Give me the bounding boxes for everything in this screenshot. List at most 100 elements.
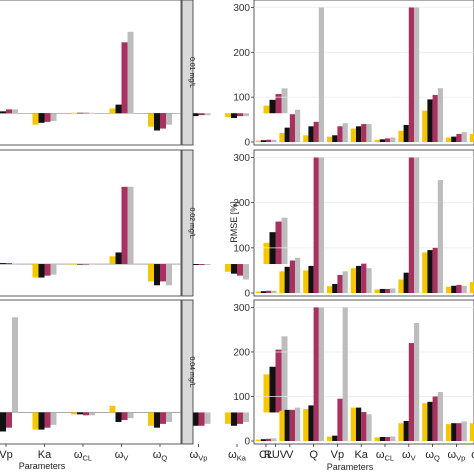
left-facet-2: 0.02 mg/L <box>0 149 288 297</box>
bar-ωVp-series-2 <box>192 412 199 426</box>
bar-Ka-series-1 <box>350 407 356 441</box>
bar-ωQ-series-4 <box>166 264 172 286</box>
bar-ωCL-series-3 <box>83 264 89 265</box>
bar-CL-series-2 <box>260 439 266 441</box>
bar-ωQ-series-1 <box>148 113 154 127</box>
bar-ωKa-series-1 <box>225 264 231 272</box>
bar-ωVp-series-3 <box>198 113 205 116</box>
bar-Ka-series-1 <box>32 412 39 430</box>
bar-ωVp-series-1 <box>446 424 452 441</box>
bar-Ka-series-3 <box>361 124 367 142</box>
bar-ωCL-series-3 <box>385 138 391 142</box>
bar-Ka-series-4 <box>50 113 57 121</box>
bar-ωKa-series-4 <box>243 113 249 117</box>
bar-Ka-series-4 <box>50 264 57 275</box>
bar-ωCL-series-1 <box>374 437 380 441</box>
bar-ωKa-series-1 <box>469 423 474 441</box>
bar-Q-series-3 <box>313 307 319 441</box>
bar-ωQ-series-3 <box>160 412 166 424</box>
bar-Q-series-1 <box>303 270 309 293</box>
bar-RUV-series-2 <box>269 99 276 114</box>
bar-ωKa-series-2 <box>231 412 237 426</box>
bar-ωCL-series-3 <box>83 112 89 114</box>
bar-ωCL-series-4 <box>390 137 396 142</box>
bar-ωVp-series-4 <box>204 113 211 116</box>
bar-ωKa-series-3 <box>237 113 243 117</box>
bar-ωCL-series-2 <box>77 412 83 415</box>
left-facet-1: 0.01 mg/L <box>0 0 288 146</box>
y-tick-label: 100 <box>233 93 250 104</box>
facet-strip <box>181 149 194 297</box>
bar-ωQ-series-1 <box>422 110 428 142</box>
x-tick-label: Vp <box>0 449 13 461</box>
bar-ωVp-series-2 <box>192 113 199 117</box>
bar-ωKa-series-2 <box>231 113 237 119</box>
y-tick-label: 300 <box>233 3 250 14</box>
facet-strip <box>181 0 194 146</box>
bar-ωCL-series-1 <box>71 412 77 415</box>
bar-Ka-series-1 <box>32 264 39 278</box>
right-facet-2: 0 100 200 300 <box>233 149 474 300</box>
x-tick-label: Q <box>309 449 318 461</box>
bar-ωQ-series-1 <box>422 252 428 293</box>
bar-ωKa-series-1 <box>469 133 474 142</box>
bar-ωQ-series-1 <box>148 264 154 282</box>
bar-ωCL-series-3 <box>385 288 391 293</box>
bar-CL-series-2 <box>260 291 266 293</box>
bar-V-series-1 <box>279 133 285 142</box>
bar-CL-series-1 <box>255 291 261 293</box>
left-panel: 0.01 mg/L 0.02 mg/L Vp Ka ωCL ωV ωQ ωVp ωKa RUV 0.… <box>0 0 288 463</box>
bar-Ka-series-2 <box>356 265 362 293</box>
x-tick-label: Ka <box>38 449 52 461</box>
y-tick-label: 300 <box>233 303 250 314</box>
bar-Vp-series-2 <box>0 412 6 432</box>
bar-ωQ-series-1 <box>422 403 428 441</box>
bar-V-series-2 <box>284 409 290 441</box>
bar-Ka-series-2 <box>38 264 45 278</box>
bar-ωQ-series-4 <box>437 392 443 441</box>
bar-Ka-series-4 <box>366 268 372 293</box>
bar-Q-series-4 <box>318 7 324 142</box>
bar-ωV-series-2 <box>403 272 409 293</box>
panel-frame <box>0 0 182 146</box>
y-tick-label: 300 <box>233 153 250 164</box>
bar-RUV-series-3 <box>275 94 282 114</box>
right-y-axis-title: RMSE [%] <box>229 201 239 243</box>
bar-Ka-series-2 <box>356 407 362 441</box>
bar-RUV-series-2 <box>269 366 276 413</box>
bar-ωKa-series-1 <box>225 412 231 424</box>
bar-CL-series-4 <box>271 438 277 441</box>
bar-ωCL-series-4 <box>89 412 95 416</box>
x-tick-label: ωQ <box>153 449 168 463</box>
bar-ωVp-series-1 <box>446 286 452 293</box>
bar-CL-series-3 <box>266 438 272 441</box>
bar-Vp-series-2 <box>0 263 6 265</box>
x-tick-label: ωVp <box>190 449 208 463</box>
bar-ωCL-series-2 <box>379 288 385 293</box>
bar-ωQ-series-3 <box>160 113 166 129</box>
x-tick-label: ωKa <box>228 449 247 463</box>
bar-ωKa-series-2 <box>231 264 237 274</box>
bar-ωVp-series-4 <box>461 285 467 293</box>
facet-strip-label: 0.04 mg/L <box>188 356 195 387</box>
bar-ωV-series-3 <box>121 412 128 421</box>
bar-Vp-series-4 <box>342 271 348 293</box>
bar-ωCL-series-3 <box>385 436 391 441</box>
bar-ωVp-series-2 <box>451 285 457 293</box>
bar-ωCL-series-3 <box>83 412 89 416</box>
y-tick-label: 0 <box>244 289 250 300</box>
bar-Vp-series-3 <box>6 109 12 114</box>
bar-Vp-series-4 <box>12 263 18 265</box>
x-tick-label: ωV <box>402 449 416 463</box>
bar-CL-series-3 <box>266 290 272 293</box>
bar-ωQ-series-1 <box>148 412 154 426</box>
panel-frame <box>0 149 182 297</box>
x-tick-label: ωCL <box>74 449 92 463</box>
bar-V-series-3 <box>289 114 295 142</box>
bar-ωVp-series-1 <box>446 137 452 142</box>
bar-ωQ-series-4 <box>166 412 172 422</box>
bar-ωCL-series-2 <box>379 139 385 142</box>
bar-ωKa-series-1 <box>469 282 474 293</box>
bar-ωVp-series-2 <box>451 423 457 441</box>
